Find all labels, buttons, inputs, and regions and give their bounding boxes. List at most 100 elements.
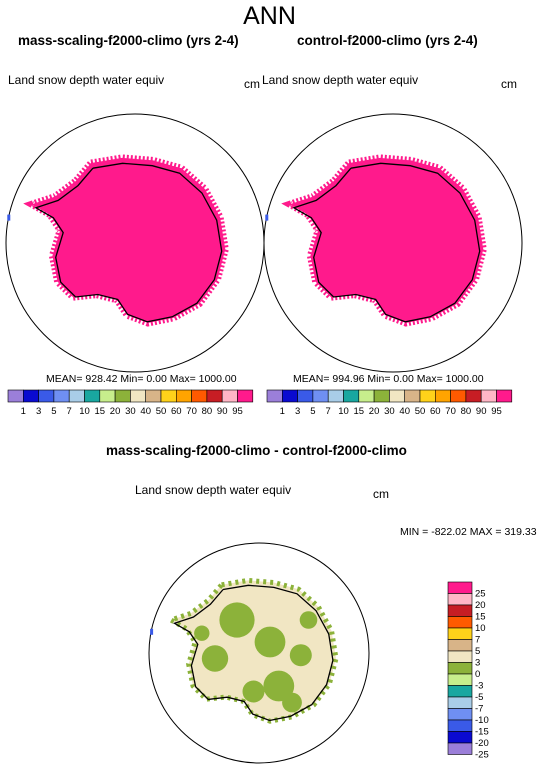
negative-anomaly-region: [242, 680, 265, 703]
colorbar-tick-label: 80: [461, 406, 472, 417]
right-polar-map: [263, 113, 523, 373]
negative-anomaly-region: [263, 670, 295, 702]
colorbar-tick-label: -3: [475, 681, 483, 692]
colorbar-tick-label: 95: [491, 406, 502, 417]
colorbar-tick-label: 95: [232, 406, 243, 417]
coastline: [34, 162, 223, 323]
colorbar-tick-label: 7: [326, 406, 331, 417]
colorbar-cell: [447, 731, 473, 744]
right-units-label: cm: [501, 77, 517, 91]
colorbar-tick-label: 10: [79, 406, 90, 417]
colorbar-cell: [237, 389, 254, 403]
colorbar-tick-label: 7: [475, 635, 480, 646]
colorbar-tick-label: 20: [110, 406, 121, 417]
antarctica-field: [31, 157, 226, 323]
colorbar-tick-label: 3: [295, 406, 300, 417]
colorbar-cell: [496, 389, 513, 403]
colorbar-tick-label: 7: [67, 406, 72, 417]
colorbar-tick-label: 40: [399, 406, 410, 417]
coastline: [292, 162, 481, 323]
colorbar-tick-label: 5: [310, 406, 315, 417]
colorbar-tick-label: -15: [475, 727, 489, 738]
colorbar-tick-label: 5: [51, 406, 56, 417]
diff-units-label: cm: [373, 487, 389, 501]
colorbar-tick-label: 90: [476, 406, 487, 417]
antarctica-field: [171, 580, 336, 722]
coastline: [172, 584, 334, 722]
colorbar-cell: [447, 650, 473, 663]
negative-anomaly-region: [299, 611, 318, 629]
diff-stats: MIN = -822.02 MAX = 319.33: [400, 526, 537, 538]
colorbar-tick-label: 10: [475, 623, 486, 634]
negative-anomaly-region: [289, 644, 312, 667]
colorbar-tick-label: 30: [384, 406, 395, 417]
colorbar-tick-label: 15: [475, 612, 486, 623]
colorbar-tick-label: 60: [430, 406, 441, 417]
colorbar-tick-label: -20: [475, 738, 489, 749]
colorbar-cell: [447, 604, 473, 617]
negative-anomaly-region: [254, 626, 286, 658]
page-title: ANN: [243, 2, 296, 30]
left-polar-map: [5, 113, 265, 373]
colorbar-tick-label: 20: [369, 406, 380, 417]
colorbar-tick-label: 15: [95, 406, 106, 417]
right-stats: MEAN= 994.96 Min= 0.00 Max= 1000.00: [293, 373, 484, 385]
colorbar-cell: [447, 708, 473, 721]
negative-anomaly-region: [194, 625, 210, 641]
antarctica-field: [289, 157, 484, 323]
left-units-label: cm: [244, 77, 260, 91]
island-cell: [7, 214, 11, 221]
field-fringe: [23, 154, 229, 327]
diff-panel-title: mass-scaling-f2000-climo - control-f2000…: [106, 443, 407, 458]
colorbar-tick-label: 3: [475, 658, 480, 669]
colorbar-tick-label: 10: [338, 406, 349, 417]
colorbar-tick-label: -5: [475, 692, 483, 703]
colorbar-tick-label: 5: [475, 646, 480, 657]
colorbar-tick-label: 0: [475, 669, 480, 680]
colorbar-tick-label: 70: [445, 406, 456, 417]
colorbar-cell: [447, 627, 473, 640]
colorbar-cell: [447, 616, 473, 629]
colorbar-cell: [447, 696, 473, 709]
diff-variable-label: Land snow depth water equiv: [135, 483, 292, 497]
left-variable-label: Land snow depth water equiv: [8, 73, 165, 87]
right-colorbar: 1 3 5 7 10 15 20 30 40 50 60 70 80 90 95: [266, 389, 513, 417]
colorbar-cell: [447, 593, 473, 606]
colorbar-tick-label: 25: [475, 589, 486, 600]
colorbar-tick-label: 1: [21, 406, 26, 417]
colorbar-cell: [447, 685, 473, 698]
colorbar-tick-label: 80: [202, 406, 213, 417]
colorbar-cell: [447, 673, 473, 686]
colorbar-cell: [447, 581, 473, 594]
colorbar-tick-label: 90: [217, 406, 228, 417]
colorbar-tick-label: 70: [186, 406, 197, 417]
left-panel-title: mass-scaling-f2000-climo (yrs 2-4): [18, 33, 239, 48]
colorbar-tick-label: -7: [475, 704, 483, 715]
negative-anomaly-region: [201, 645, 229, 672]
colorbar-tick-label: 20: [475, 600, 486, 611]
left-colorbar: 1 3 5 7 10 15 20 30 40 50 60 70 80 90 95: [7, 389, 254, 417]
colorbar-tick-label: 50: [415, 406, 426, 417]
field-fringe: [281, 154, 487, 327]
colorbar-tick-label: 3: [36, 406, 41, 417]
colorbar-tick-label: 1: [280, 406, 285, 417]
colorbar-tick-label: 40: [140, 406, 151, 417]
colorbar-tick-label: 30: [125, 406, 136, 417]
island-cell: [265, 214, 269, 221]
negative-anomaly-region: [282, 692, 302, 713]
colorbar-tick-label: 15: [354, 406, 365, 417]
colorbar-tick-label: -10: [475, 715, 489, 726]
colorbar-cell: [447, 662, 473, 675]
right-panel-title: control-f2000-climo (yrs 2-4): [297, 33, 478, 48]
colorbar-cell: [447, 742, 473, 755]
island-cell: [150, 628, 154, 635]
colorbar-tick-label: 60: [171, 406, 182, 417]
colorbar-tick-label: -25: [475, 750, 489, 761]
colorbar-cell: [447, 719, 473, 732]
left-stats: MEAN= 928.42 Min= 0.00 Max= 1000.00: [46, 373, 237, 385]
negative-anomaly-region: [219, 602, 255, 638]
right-variable-label: Land snow depth water equiv: [262, 73, 419, 87]
colorbar-tick-label: 50: [156, 406, 167, 417]
